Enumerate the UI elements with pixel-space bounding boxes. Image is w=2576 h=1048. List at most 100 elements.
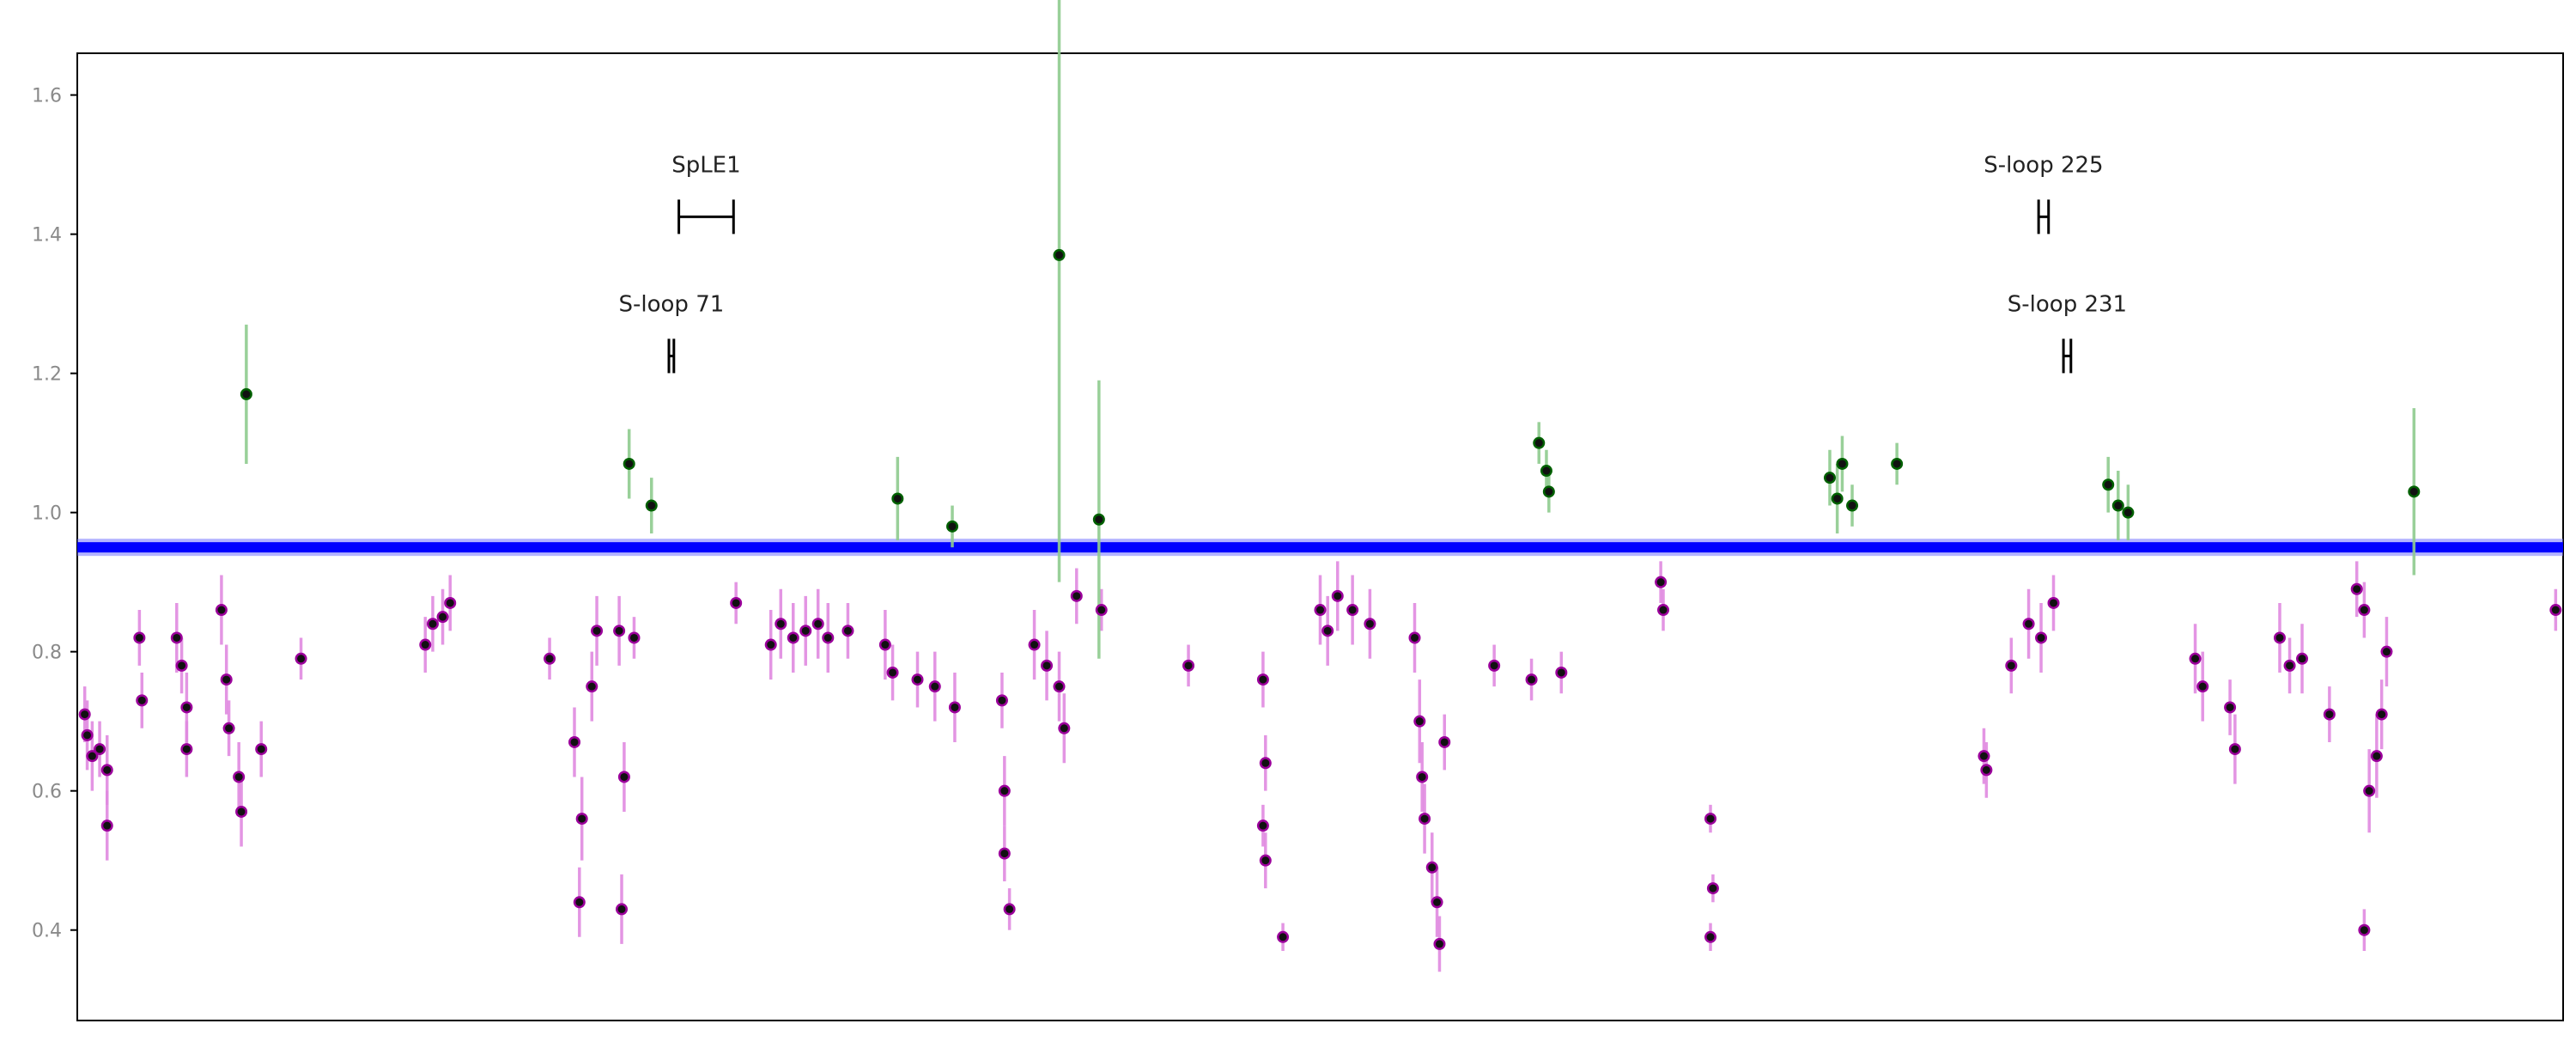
low-point [297, 655, 306, 663]
low-point [1000, 787, 1009, 795]
low-point [1440, 738, 1449, 746]
y-tick-label: 1.2 [32, 364, 62, 386]
low-point [823, 633, 832, 642]
low-point [1323, 626, 1332, 635]
high-point [1542, 466, 1551, 475]
low-point [1709, 884, 1717, 893]
low-point [2551, 606, 2560, 614]
low-point [83, 731, 92, 740]
low-point [1030, 641, 1039, 649]
low-point [1055, 682, 1064, 691]
low-point [182, 745, 191, 753]
plot-area-frame [76, 52, 2564, 1021]
high-point [647, 502, 656, 510]
low-point [2360, 926, 2368, 935]
low-point [217, 606, 226, 614]
high-point [948, 522, 957, 531]
low-point [1365, 619, 1374, 628]
low-point [1316, 606, 1324, 614]
low-point [1557, 668, 1565, 677]
low-point [2378, 710, 2386, 719]
low-point [843, 626, 852, 635]
low-point [2191, 655, 2200, 663]
low-point [1411, 633, 1419, 642]
low-point [732, 599, 740, 607]
low-point [421, 641, 429, 649]
low-point [1000, 850, 1009, 858]
low-point [1706, 814, 1715, 823]
y-tick-label: 1.0 [32, 503, 62, 525]
low-point [2353, 585, 2361, 594]
low-point [81, 710, 89, 719]
low-point [1184, 661, 1193, 670]
y-tick-label: 0.6 [32, 782, 62, 803]
low-point [1982, 765, 1990, 774]
low-point [1490, 661, 1498, 670]
baseline-band [77, 539, 2563, 557]
low-point [1979, 752, 1988, 760]
low-point [2382, 648, 2391, 656]
high-point [2409, 487, 2418, 496]
low-point [617, 905, 626, 913]
high-point [1838, 460, 1846, 468]
y-tick-label: 0.8 [32, 643, 62, 664]
y-tick-label: 1.4 [32, 225, 62, 247]
low-point [1428, 863, 1437, 872]
low-point [2231, 745, 2239, 753]
low-point [234, 772, 243, 781]
low-point [1415, 717, 1424, 726]
annotation-bracket: S-loop 71 [619, 292, 725, 374]
y-axis: 1.6 1.4 1.2 1.0 0.8 0.6 0.4 [32, 86, 77, 942]
low-point [998, 696, 1006, 704]
low-point [182, 703, 191, 711]
annotation-bracket: S-loop 225 [1984, 153, 2104, 235]
low-point [1435, 940, 1443, 948]
low-point [103, 765, 112, 774]
low-point [881, 641, 890, 649]
low-point [578, 814, 586, 823]
low-point [767, 641, 775, 649]
low-point [2007, 661, 2015, 670]
low-point [1420, 814, 1429, 823]
high-point [1848, 502, 1856, 510]
low-point [173, 633, 181, 642]
low-point [2365, 787, 2373, 795]
low-point [570, 738, 579, 746]
low-point [620, 772, 629, 781]
high-point [1893, 460, 1901, 468]
high-point [1545, 487, 1553, 496]
low-point [135, 633, 143, 642]
low-point [545, 655, 554, 663]
high-point [2104, 480, 2112, 489]
high-point [1833, 494, 1842, 503]
low-point [225, 724, 234, 733]
low-point [1659, 606, 1668, 614]
low-point [2050, 599, 2058, 607]
low-point [1097, 606, 1106, 614]
low-point [428, 619, 437, 628]
low-point [1259, 675, 1267, 684]
low-point [629, 633, 638, 642]
low-point [88, 752, 96, 760]
low-point [1528, 675, 1536, 684]
y-tick-label: 0.4 [32, 921, 62, 942]
low-point [1005, 905, 1014, 913]
low-point [237, 807, 246, 816]
high-point [2114, 502, 2123, 510]
low-point [1706, 933, 1715, 941]
low-point [446, 599, 454, 607]
high-point [1055, 251, 1064, 259]
low-point [914, 675, 922, 684]
low-point [178, 661, 186, 670]
high-point [242, 390, 251, 399]
low-point [951, 703, 959, 711]
low-point [2226, 703, 2234, 711]
low-point [1348, 606, 1357, 614]
low-point [2372, 752, 2381, 760]
annotation-label: S-loop 71 [619, 292, 725, 318]
low-point [587, 682, 596, 691]
low-point [789, 633, 798, 642]
annotation-bracket: S-loop 231 [2008, 292, 2127, 374]
